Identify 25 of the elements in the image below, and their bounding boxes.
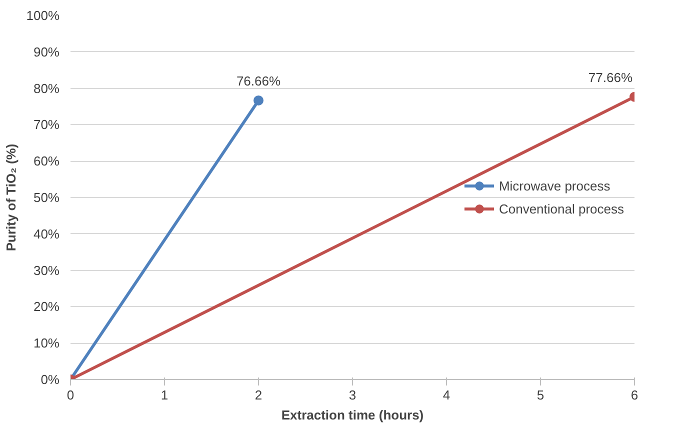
- x-tick-label: 6: [630, 388, 638, 402]
- point: [254, 95, 264, 106]
- x-tick-label: 1: [160, 388, 168, 402]
- x-tick-label: 0: [66, 388, 74, 402]
- y-axis-title: Purity of TiO₂ (%): [3, 144, 18, 252]
- y-tick-label: 90%: [33, 44, 60, 60]
- x-tick-label: 5: [536, 388, 544, 402]
- data-label: 77.66%: [588, 70, 633, 85]
- y-tick-label: 70%: [33, 117, 60, 132]
- legend-label: Microwave process: [498, 178, 610, 193]
- y-tick-label: 60%: [33, 154, 60, 169]
- y-tick-label: 100%: [26, 8, 60, 23]
- y-tick-label: 50%: [33, 190, 60, 205]
- y-tick-label: 40%: [33, 226, 60, 242]
- x-tick-label: 3: [348, 388, 356, 402]
- x-axis-title: Extraction time (hours): [281, 408, 424, 422]
- y-tick-label: 0%: [40, 372, 60, 387]
- y-tick-label: 20%: [33, 299, 60, 314]
- y-tick-label: 10%: [33, 336, 60, 351]
- data-label: 76.66%: [236, 73, 281, 88]
- x-tick-label: 4: [442, 388, 450, 402]
- x-tick-label: 2: [254, 388, 262, 402]
- y-tick-label: 30%: [33, 262, 60, 278]
- legend-label: Conventional process: [498, 201, 624, 216]
- y-tick-label: 80%: [33, 80, 60, 96]
